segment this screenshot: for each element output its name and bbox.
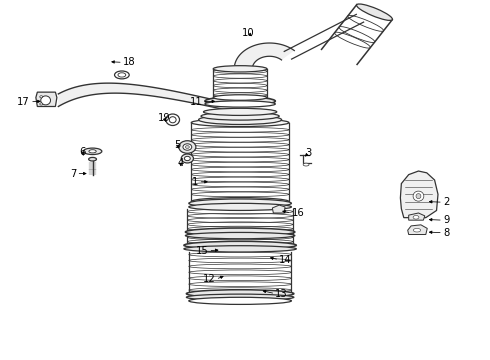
Polygon shape <box>400 171 438 218</box>
Ellipse shape <box>40 96 43 98</box>
Ellipse shape <box>185 233 295 239</box>
Ellipse shape <box>184 156 190 161</box>
Polygon shape <box>36 92 57 107</box>
Ellipse shape <box>201 112 279 120</box>
Ellipse shape <box>191 198 289 206</box>
Text: 8: 8 <box>443 228 449 238</box>
Ellipse shape <box>89 157 97 161</box>
Ellipse shape <box>205 97 275 105</box>
Text: 11: 11 <box>190 97 202 107</box>
Text: 18: 18 <box>123 57 135 67</box>
Ellipse shape <box>413 216 419 219</box>
Ellipse shape <box>213 95 267 100</box>
Ellipse shape <box>357 4 392 21</box>
Ellipse shape <box>189 199 292 208</box>
Ellipse shape <box>198 115 282 125</box>
Text: 7: 7 <box>70 168 76 179</box>
Text: 4: 4 <box>177 158 184 168</box>
Polygon shape <box>409 213 425 220</box>
Text: 15: 15 <box>196 246 208 256</box>
Ellipse shape <box>186 290 294 298</box>
Polygon shape <box>58 83 235 112</box>
Text: 1: 1 <box>192 177 198 187</box>
Ellipse shape <box>183 144 192 150</box>
Text: 3: 3 <box>305 148 312 158</box>
Text: 9: 9 <box>443 215 449 225</box>
Bar <box>213 69 267 98</box>
Ellipse shape <box>184 241 296 249</box>
Ellipse shape <box>184 246 296 252</box>
Ellipse shape <box>213 66 267 72</box>
Ellipse shape <box>413 191 424 201</box>
Ellipse shape <box>40 103 43 105</box>
Ellipse shape <box>203 108 277 116</box>
Bar <box>191 123 289 202</box>
Ellipse shape <box>185 228 295 236</box>
Ellipse shape <box>169 117 176 123</box>
Polygon shape <box>235 43 294 67</box>
Text: 16: 16 <box>292 208 304 218</box>
Text: 12: 12 <box>203 274 216 284</box>
Ellipse shape <box>83 148 102 154</box>
Text: 6: 6 <box>79 147 86 157</box>
Ellipse shape <box>189 297 292 305</box>
Text: 5: 5 <box>174 140 181 150</box>
Text: 13: 13 <box>275 289 288 299</box>
Polygon shape <box>272 205 285 213</box>
Text: 17: 17 <box>17 97 30 107</box>
Ellipse shape <box>41 96 50 105</box>
Bar <box>189 252 292 293</box>
Text: 19: 19 <box>158 113 171 123</box>
Ellipse shape <box>118 73 126 77</box>
Bar <box>187 209 293 244</box>
Polygon shape <box>408 225 427 234</box>
Ellipse shape <box>181 154 194 163</box>
Ellipse shape <box>303 163 309 166</box>
Ellipse shape <box>186 294 294 301</box>
Ellipse shape <box>115 71 129 79</box>
Text: 14: 14 <box>279 255 292 265</box>
Ellipse shape <box>185 145 189 148</box>
Ellipse shape <box>189 203 292 211</box>
Text: 10: 10 <box>242 28 255 38</box>
Ellipse shape <box>205 101 275 107</box>
Ellipse shape <box>89 150 96 153</box>
Ellipse shape <box>416 194 421 199</box>
Text: 2: 2 <box>443 197 449 207</box>
Ellipse shape <box>179 141 196 153</box>
Ellipse shape <box>166 114 179 126</box>
Ellipse shape <box>191 119 289 127</box>
Ellipse shape <box>414 228 420 232</box>
